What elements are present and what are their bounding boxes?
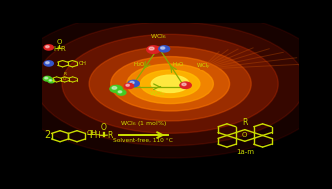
Circle shape: [43, 76, 51, 81]
Circle shape: [126, 84, 129, 86]
Text: H: H: [53, 46, 58, 52]
Circle shape: [110, 85, 122, 92]
Text: OH: OH: [79, 61, 87, 66]
Circle shape: [147, 46, 160, 53]
Circle shape: [124, 83, 133, 89]
Text: WCl$_6$ (1 mol%): WCl$_6$ (1 mol%): [120, 119, 167, 128]
Circle shape: [112, 87, 117, 89]
Circle shape: [48, 79, 55, 83]
Ellipse shape: [62, 34, 278, 133]
Ellipse shape: [151, 75, 189, 92]
Text: R: R: [60, 46, 65, 52]
Circle shape: [49, 80, 51, 81]
Text: O: O: [56, 39, 62, 45]
Text: O: O: [100, 123, 106, 132]
Text: WCl$_x$: WCl$_x$: [149, 89, 166, 98]
Text: Solvent-free, 110 °C: Solvent-free, 110 °C: [113, 138, 173, 143]
Circle shape: [45, 62, 49, 64]
Text: +: +: [86, 128, 96, 141]
Ellipse shape: [111, 57, 230, 111]
Ellipse shape: [140, 70, 200, 97]
Circle shape: [159, 46, 170, 52]
Circle shape: [130, 81, 134, 84]
Ellipse shape: [127, 64, 213, 104]
Ellipse shape: [35, 22, 305, 146]
Circle shape: [45, 46, 49, 48]
Circle shape: [118, 91, 122, 93]
Circle shape: [45, 77, 48, 79]
Circle shape: [44, 61, 53, 66]
Circle shape: [180, 82, 191, 88]
Text: R: R: [242, 119, 247, 127]
Text: O: O: [242, 132, 247, 139]
Circle shape: [149, 47, 154, 50]
Text: R: R: [63, 72, 66, 76]
Circle shape: [161, 47, 165, 49]
Text: WCl$_y$: WCl$_y$: [196, 62, 211, 72]
Text: H: H: [94, 131, 100, 140]
Text: OH: OH: [86, 130, 97, 136]
Circle shape: [44, 45, 53, 50]
Circle shape: [182, 83, 186, 86]
Ellipse shape: [89, 47, 251, 121]
Text: O: O: [63, 77, 66, 81]
Text: R: R: [107, 131, 113, 140]
Circle shape: [128, 80, 139, 87]
Text: H$_2$O: H$_2$O: [172, 60, 184, 68]
Text: 2: 2: [44, 130, 50, 140]
Text: 1a-m: 1a-m: [236, 149, 254, 155]
Ellipse shape: [8, 10, 332, 158]
Circle shape: [117, 90, 126, 95]
Text: H$_2$O: H$_2$O: [133, 60, 146, 68]
Text: WCl$_6$: WCl$_6$: [150, 32, 167, 41]
